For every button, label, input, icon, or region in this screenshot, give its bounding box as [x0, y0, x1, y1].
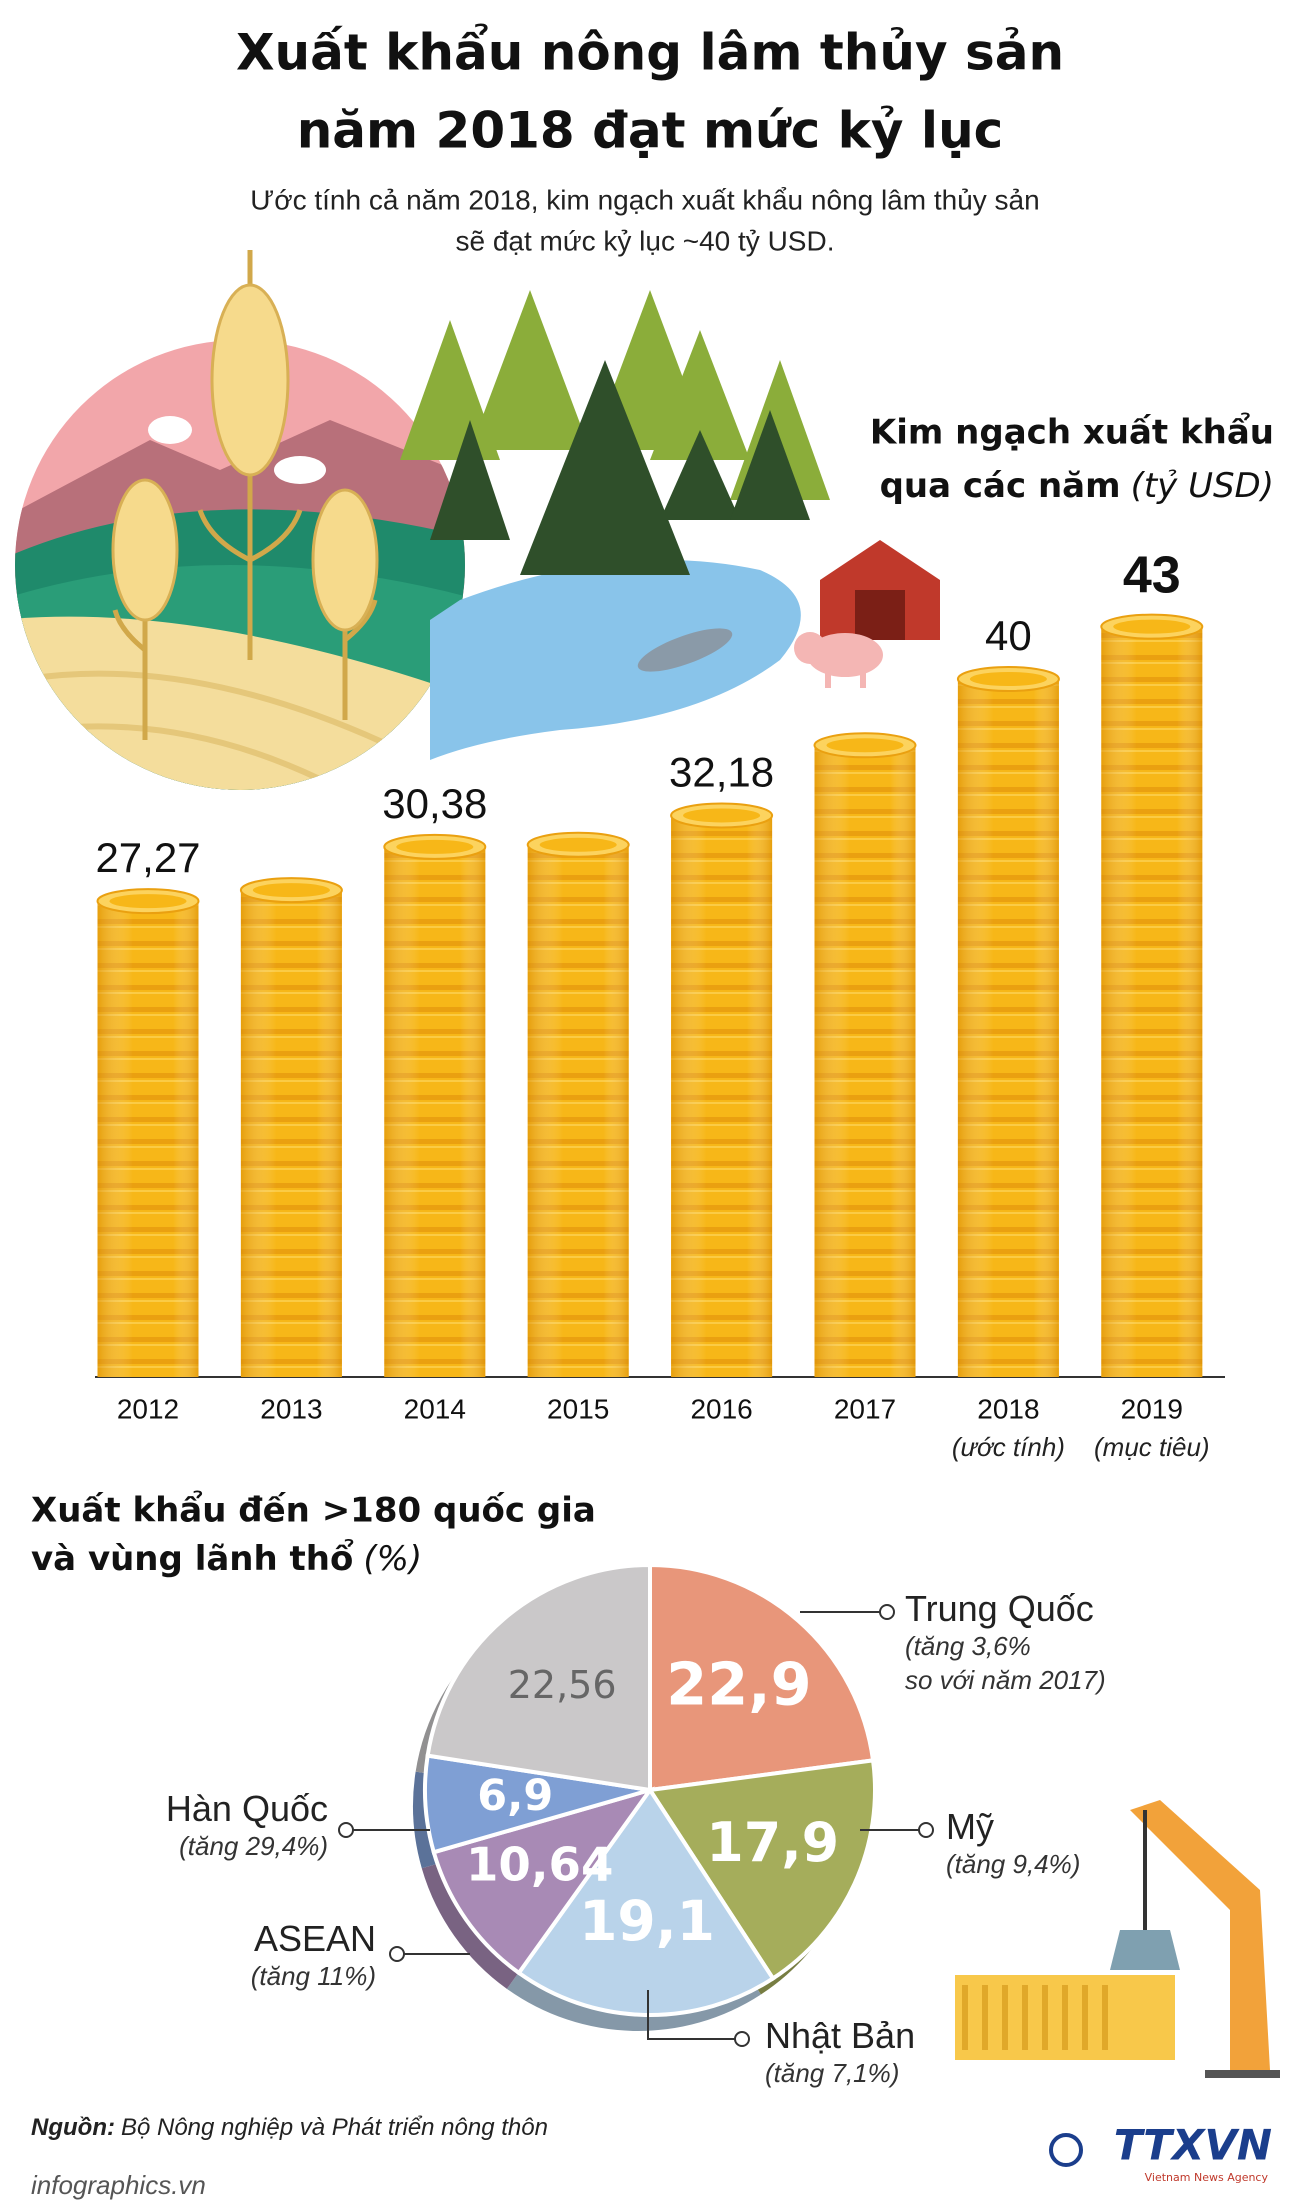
callout-name: ASEAN: [253, 1918, 376, 1959]
coin-shade: [671, 815, 773, 1377]
callout: Nhật Bản (tăng 7,1%): [765, 2015, 915, 2091]
source-label: Nguồn:: [31, 2114, 115, 2141]
x-tick-label: 2019: [1121, 1393, 1183, 1424]
callout-dot: [918, 1822, 934, 1838]
pie-slice: [516, 1786, 776, 2017]
coin-shade: [527, 844, 629, 1377]
coin-top-inner: [109, 894, 187, 909]
value-label: 27,27: [95, 834, 200, 881]
coin-top-inner: [683, 808, 761, 823]
callout-name: Hàn Quốc: [165, 1788, 328, 1829]
subtitle-line: sẽ đạt mức kỷ lục ~40 tỷ USD.: [456, 225, 835, 256]
logo-tagline: Vietnam News Agency: [1145, 2171, 1269, 2184]
callout-note: (tăng 9,4%): [946, 1849, 1081, 1879]
pig: [794, 632, 883, 688]
callout: Mỹ (tăng 9,4%): [946, 1806, 1080, 1882]
callout: Trung Quốc (tăng 3,6% so với năm 2017): [905, 1588, 1106, 1698]
coin-shade: [240, 890, 342, 1377]
slice-value-label: 19,1: [579, 1889, 715, 1953]
callout-name: Mỹ: [946, 1806, 994, 1847]
bar-chart-title: qua các năm (tỷ USD): [880, 466, 1274, 506]
coin-top-inner: [969, 672, 1047, 686]
footer: infographics.vn: [31, 2170, 206, 2200]
barn: [820, 540, 940, 640]
slice-value-label: 6,9: [477, 1771, 553, 1821]
callout-note: (tăng 11%): [250, 1961, 376, 1991]
coin-shade: [384, 846, 486, 1377]
bar-chart: 27,27 2012 2013 30,38 2014 2015 32,18 2016 2017 4…: [95, 546, 1225, 1462]
pie-slice: [648, 1562, 876, 1793]
coin-top-inner: [539, 837, 617, 852]
value-label: 43: [1123, 546, 1181, 604]
x-tick-note: (mục tiêu): [1094, 1432, 1210, 1462]
callout-note: (tăng 7,1%): [765, 2058, 900, 2088]
slice-value-label: 22,9: [666, 1650, 811, 1719]
value-label: 30,38: [382, 780, 487, 827]
x-tick-label: 2014: [404, 1393, 466, 1424]
bar-chart-unit: (tỷ USD): [1131, 466, 1274, 506]
title-line: năm 2018 đạt mức kỷ lục: [297, 102, 1004, 160]
x-tick-label: 2016: [690, 1393, 752, 1424]
pie-chart-unit: (%): [363, 1539, 422, 1579]
slice-value-label: 10,64: [466, 1837, 613, 1891]
callout-dot: [734, 2031, 750, 2047]
slice-value-label: 22,56: [508, 1663, 617, 1707]
coin-top-inner: [252, 883, 330, 898]
callout-dot: [879, 1604, 895, 1620]
callout-name: Nhật Bản: [765, 2015, 916, 2056]
x-tick-label: 2013: [260, 1393, 322, 1424]
title-line: Xuất khẩu nông lâm thủy sản: [236, 24, 1064, 82]
pie-slice: [431, 1786, 655, 1976]
value-label: 32,18: [669, 749, 774, 796]
x-tick-label: 2015: [547, 1393, 609, 1424]
source: Nguồn: Bộ Nông nghiệp và Phát triển nông …: [31, 2114, 548, 2141]
pie-slice: [646, 1758, 877, 1982]
slice-value-label: 17,9: [706, 1811, 839, 1874]
bar-chart-title: Kim ngạch xuất khẩu: [870, 412, 1274, 453]
crane-illustration: [955, 1800, 1280, 2078]
logo-text: TTXVN: [1114, 2121, 1272, 2170]
subtitle-line: Ước tính cả năm 2018, kim ngạch xuất khẩ…: [250, 184, 1039, 215]
coin-top-inner: [396, 839, 474, 854]
coin-shade: [1101, 626, 1203, 1377]
x-tick-note: (ước tính): [952, 1432, 1065, 1462]
x-tick-label: 2018: [977, 1393, 1039, 1424]
callout-name: Trung Quốc: [905, 1588, 1094, 1629]
callout-line: [647, 1990, 742, 2040]
pie-chart: 22,9 17,9 19,110,64 6,9 22,56: [338, 1562, 934, 2047]
callout-note: (tăng 3,6% so với năm 2017): [905, 1631, 1106, 1695]
callout-dot: [338, 1822, 354, 1838]
pie-chart-title: và vùng lãnh thổ: [31, 1538, 354, 1579]
x-tick-label: 2017: [834, 1393, 896, 1424]
coin-top-inner: [826, 738, 904, 753]
copyright-icon: [1049, 2133, 1083, 2167]
coin-shade: [957, 679, 1059, 1377]
fish: [637, 628, 733, 672]
trees: [400, 290, 830, 575]
coin-shade: [814, 745, 916, 1377]
river: [430, 560, 801, 760]
coin-shade: [97, 901, 199, 1377]
callout-dot: [389, 1946, 405, 1962]
source-text: Bộ Nông nghiệp và Phát triển nông thôn: [121, 2114, 548, 2141]
wheat-ears: [111, 283, 379, 632]
callout: ASEAN (tăng 11%): [251, 1918, 376, 1994]
pie-chart-title: Xuất khẩu đến >180 quốc gia: [31, 1490, 596, 1531]
value-label: 40: [985, 612, 1032, 659]
pie-chart-title: và vùng lãnh thổ (%): [31, 1538, 422, 1579]
pie-slice: [425, 1562, 652, 1793]
x-tick-label: 2012: [117, 1393, 179, 1424]
coin-top-inner: [1113, 619, 1191, 634]
callout: Hàn Quốc (tăng 29,4%): [166, 1788, 328, 1864]
callout-note: (tăng 29,4%): [179, 1831, 328, 1861]
bar-chart-title: qua các năm: [880, 466, 1121, 506]
